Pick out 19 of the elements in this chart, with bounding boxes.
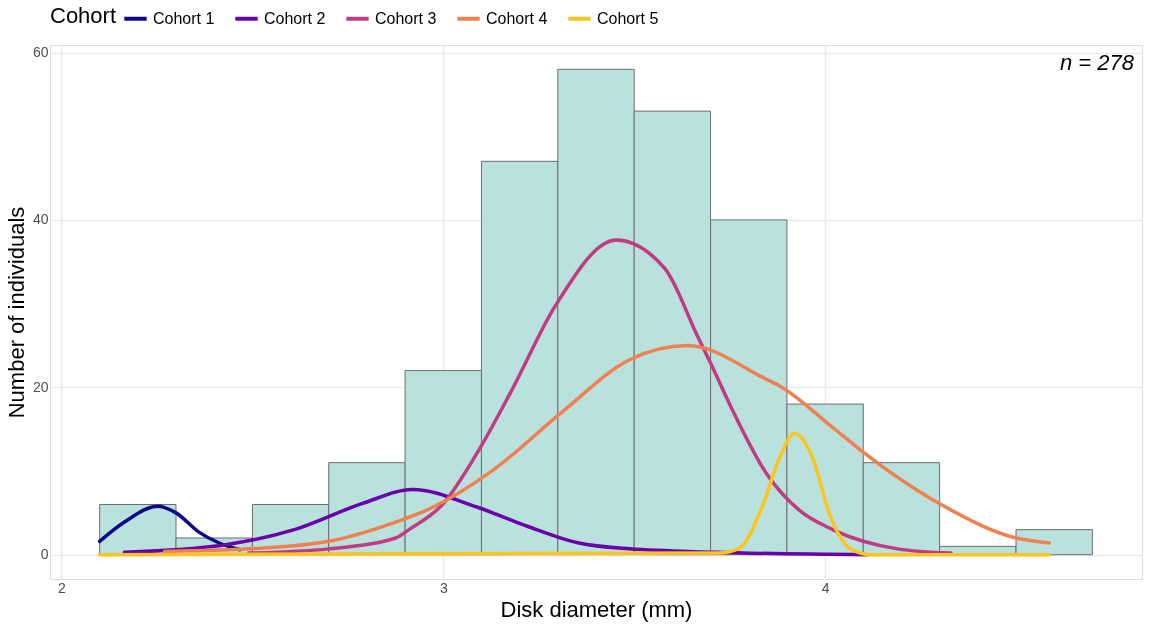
y-tick-label: 0 bbox=[40, 546, 49, 563]
annotation: n = 278 bbox=[1059, 50, 1135, 75]
legend-label: Cohort 2 bbox=[264, 9, 326, 27]
x-tick-label: 3 bbox=[439, 579, 448, 596]
x-tick-label: 2 bbox=[58, 579, 67, 596]
y-tick-label: 40 bbox=[32, 211, 49, 228]
line-series bbox=[246, 238, 953, 555]
x-tick-label: 4 bbox=[821, 579, 830, 596]
legend-label: Cohort 1 bbox=[153, 9, 215, 27]
legend-label: Cohort 4 bbox=[486, 9, 548, 27]
y-tick-label: 60 bbox=[32, 44, 49, 61]
y-tick-label: 20 bbox=[32, 378, 49, 395]
line-series bbox=[97, 431, 1051, 557]
y-axis-title: Number of individuals bbox=[3, 206, 29, 419]
legend-label: Cohort 5 bbox=[597, 9, 659, 27]
x-axis-title: Disk diameter (mm) bbox=[500, 596, 693, 622]
legend-label: Cohort 3 bbox=[375, 9, 437, 27]
legend-title: Cohort bbox=[50, 3, 117, 28]
line-series bbox=[162, 343, 1051, 554]
